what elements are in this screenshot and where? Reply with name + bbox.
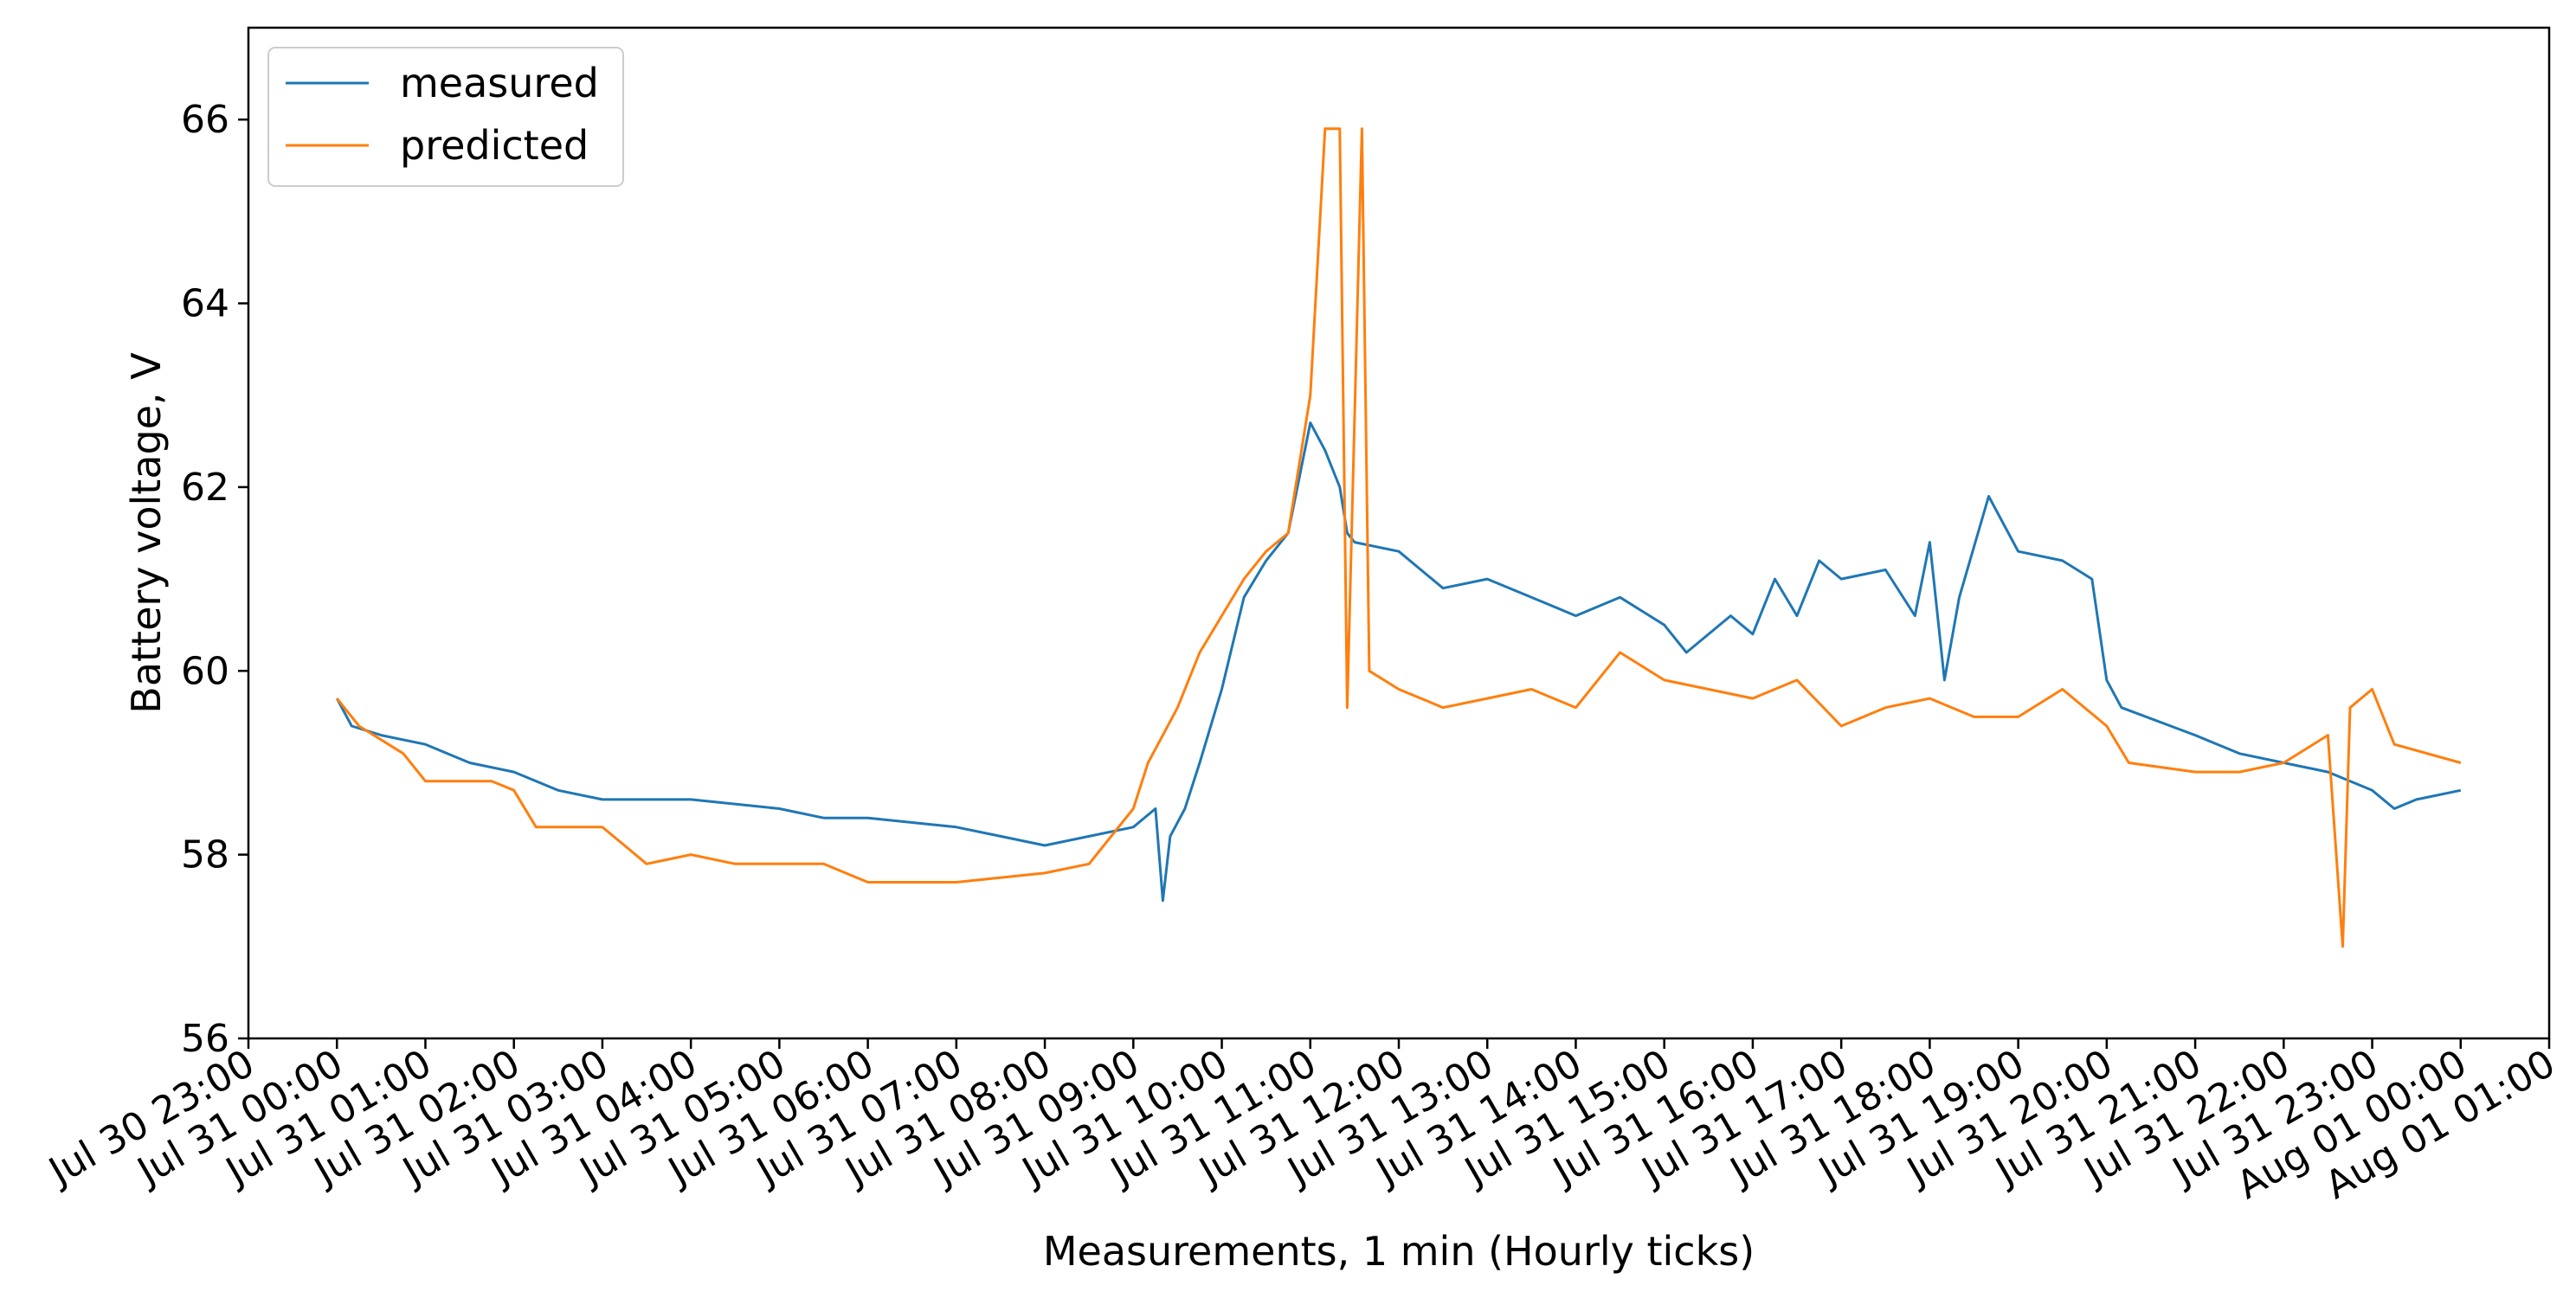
y-tick-label: 60: [181, 649, 229, 693]
legend-label-predicted: predicted: [400, 122, 589, 169]
y-tick-label: 66: [181, 98, 229, 142]
legend-label-measured: measured: [400, 60, 599, 106]
series-line-predicted: [336, 127, 2462, 948]
y-tick-label: 58: [181, 833, 229, 877]
y-tick-label: 56: [181, 1017, 229, 1061]
legend: measured predicted: [267, 47, 624, 187]
y-axis-label: Battery voltage, V: [123, 352, 170, 714]
series-line-measured: [335, 421, 2462, 903]
x-axis-label: Measurements, 1 min (Hourly ticks): [1043, 1228, 1755, 1275]
y-tick-label: 64: [181, 282, 229, 326]
y-tick-label: 62: [181, 466, 229, 510]
